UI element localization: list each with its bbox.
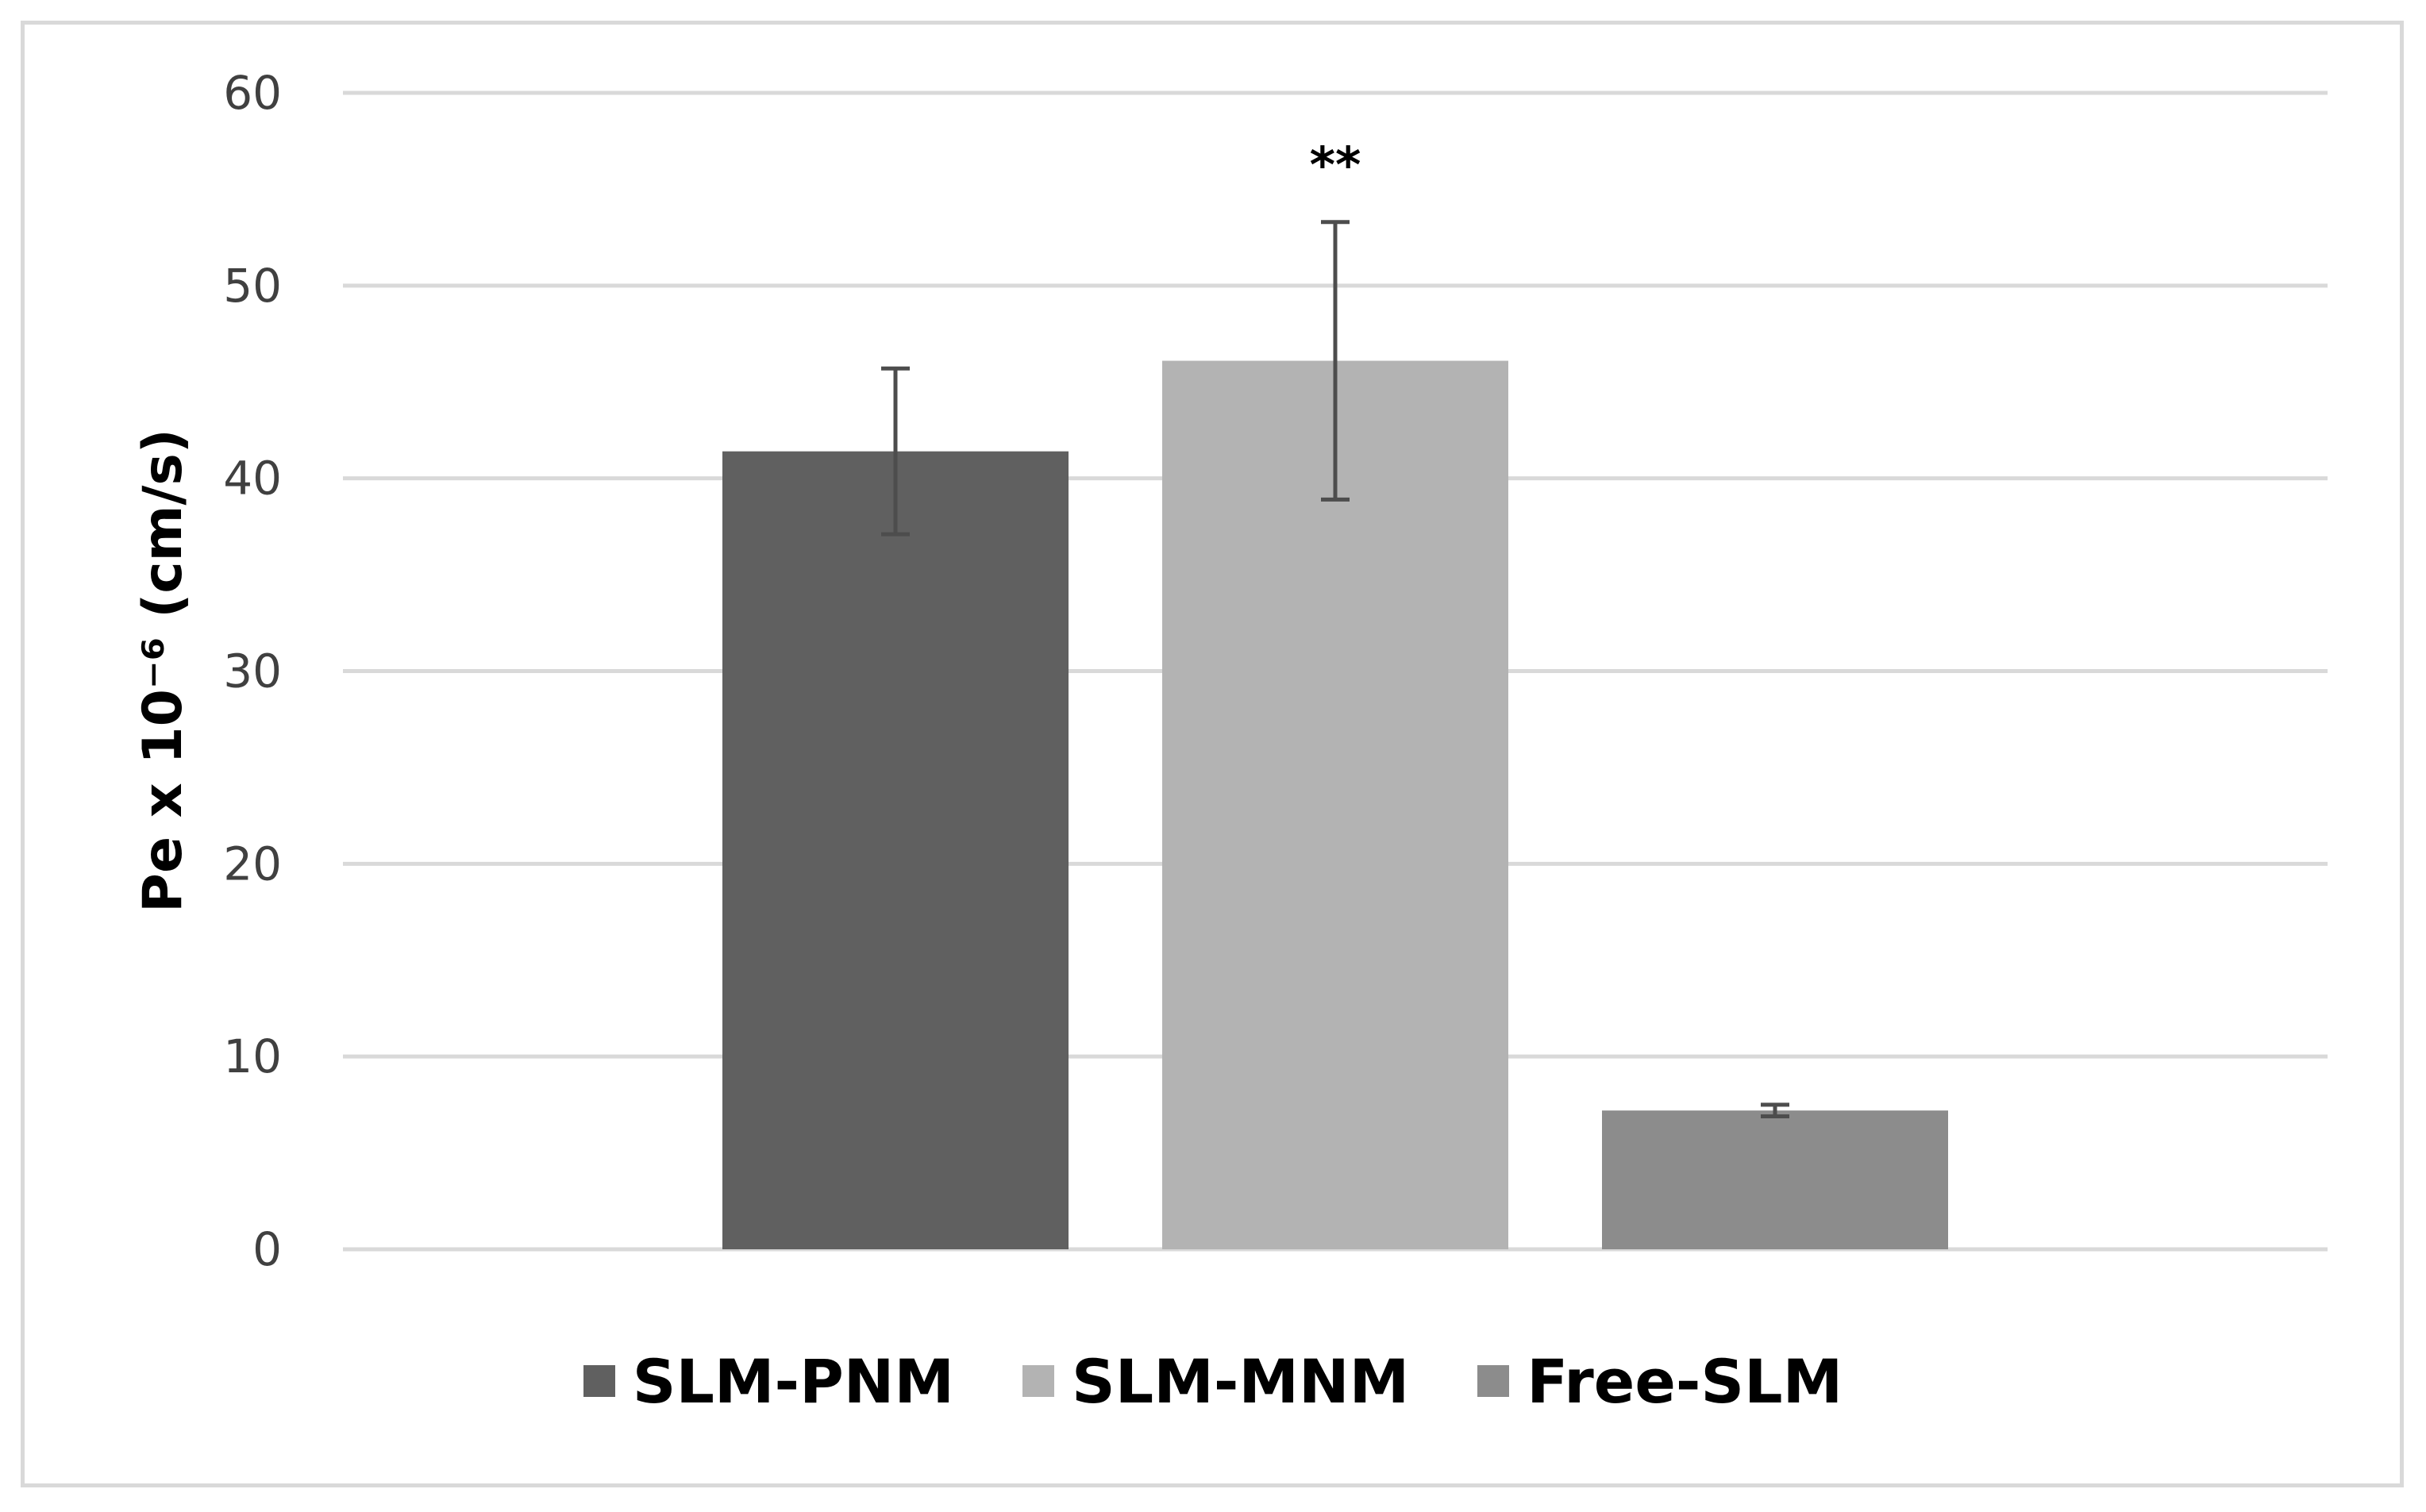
bar-chart: 0 10 20 30 40 50 60 Pe x 10⁻⁶ (cm/s) ** xyxy=(132,66,2328,1276)
y-tick-label: 10 xyxy=(223,1029,282,1083)
legend-label: SLM-MNM xyxy=(1072,1345,1410,1417)
legend-label: Free-SLM xyxy=(1527,1345,1843,1417)
y-axis-label: Pe x 10⁻⁶ (cm/s) xyxy=(132,429,194,913)
significance-marker: ** xyxy=(1310,137,1361,194)
legend-item: Free-SLM xyxy=(1477,1346,1843,1417)
legend-swatch xyxy=(583,1365,615,1397)
legend-item: SLM-PNM xyxy=(583,1346,954,1417)
y-tick-label: 40 xyxy=(223,452,282,506)
bar-slm-pnm xyxy=(722,451,1069,1249)
bar-slm-mnm xyxy=(1162,360,1508,1249)
chart-legend: SLM-PNM SLM-MNM Free-SLM xyxy=(0,1346,2426,1417)
legend-label: SLM-PNM xyxy=(632,1345,955,1417)
y-tick-label: 30 xyxy=(223,644,282,698)
y-tick-label: 50 xyxy=(223,259,282,313)
y-tick-label: 60 xyxy=(223,66,282,120)
y-tick-label: 0 xyxy=(252,1222,282,1276)
bar-free-slm xyxy=(1602,1110,1948,1249)
legend-item: SLM-MNM xyxy=(1022,1346,1409,1417)
legend-swatch xyxy=(1022,1365,1055,1397)
y-tick-label: 20 xyxy=(223,837,282,891)
legend-swatch xyxy=(1477,1365,1510,1397)
